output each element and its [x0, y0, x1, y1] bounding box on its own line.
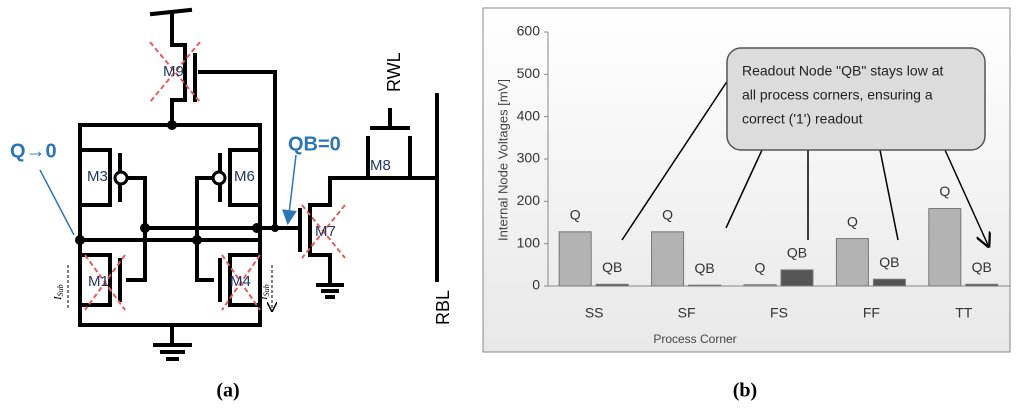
panel-label: (a): [216, 380, 239, 402]
x-tick-label: SF: [678, 305, 696, 321]
bar: [688, 284, 722, 287]
bar: [558, 231, 592, 287]
y-tick-label: 600: [517, 23, 541, 39]
qb-label: QB=0: [288, 133, 341, 155]
bar-label: Q: [939, 183, 950, 199]
bar-label: QB: [602, 259, 622, 275]
plot: 0 100 200 300 400 500 600 SS Q QB SF Q QB FS Q QB FF Q QB T…: [517, 23, 1010, 321]
bar-label: Q: [755, 259, 766, 275]
current-symbol: I: [258, 295, 270, 301]
bar: [651, 231, 685, 287]
transistor-label: M9: [163, 63, 184, 80]
bar: [835, 238, 869, 287]
bar-label: Q: [570, 207, 581, 223]
y-tick-label: 300: [517, 150, 541, 166]
x-tick-label: TT: [955, 305, 973, 321]
current-subscript: Sub: [56, 284, 65, 296]
q-label: Q→0: [10, 140, 57, 162]
transistor-label: M7: [315, 223, 336, 240]
current-label: ISub: [52, 284, 65, 301]
bar: [743, 284, 777, 287]
transistor-label: M8: [370, 157, 391, 174]
y-tick-label: 100: [517, 234, 541, 250]
current-subscript: Sub: [262, 284, 271, 296]
bar-label: QB: [694, 260, 714, 276]
bar-label: QB: [972, 259, 992, 275]
y-tick-label: 500: [517, 65, 541, 81]
y-tick-label: 0: [532, 277, 540, 293]
y-tick-label: 400: [517, 107, 541, 123]
x-tick-label: FS: [770, 305, 788, 321]
bar-label: Q: [847, 213, 858, 229]
x-tick-label: FF: [863, 305, 880, 321]
annotation-line: Readout Node "QB" stays low at: [742, 63, 943, 79]
transistor-label: M6: [234, 168, 255, 185]
circuit: [39, 7, 439, 361]
transistor-label: M1: [88, 273, 109, 290]
x-tick-label: SS: [585, 305, 604, 321]
rwl-label: RWL: [384, 52, 404, 92]
callout: [621, 47, 988, 245]
bar: [965, 283, 999, 287]
y-tick-label: 200: [517, 192, 541, 208]
rbl-label: RBL: [433, 290, 453, 325]
transistor-label: M4: [230, 273, 251, 290]
panel-label: (b): [733, 380, 757, 402]
bar-label: QB: [879, 254, 899, 270]
bar: [928, 208, 962, 287]
bar-label: Q: [662, 207, 673, 223]
annotation-line: all process corners, ensuring a: [742, 87, 933, 103]
annotation-line: correct ('1') readout: [742, 111, 863, 127]
y-axis-label: Internal Node Voltages [mV]: [495, 79, 510, 241]
bar-label: QB: [787, 245, 807, 261]
bar: [595, 283, 629, 287]
current-label: ISub: [258, 284, 271, 301]
bar: [780, 269, 814, 287]
current-symbol: I: [52, 295, 64, 301]
bar: [872, 278, 906, 287]
transistor-label: M3: [87, 168, 108, 185]
x-axis-label: Process Corner: [653, 332, 736, 346]
